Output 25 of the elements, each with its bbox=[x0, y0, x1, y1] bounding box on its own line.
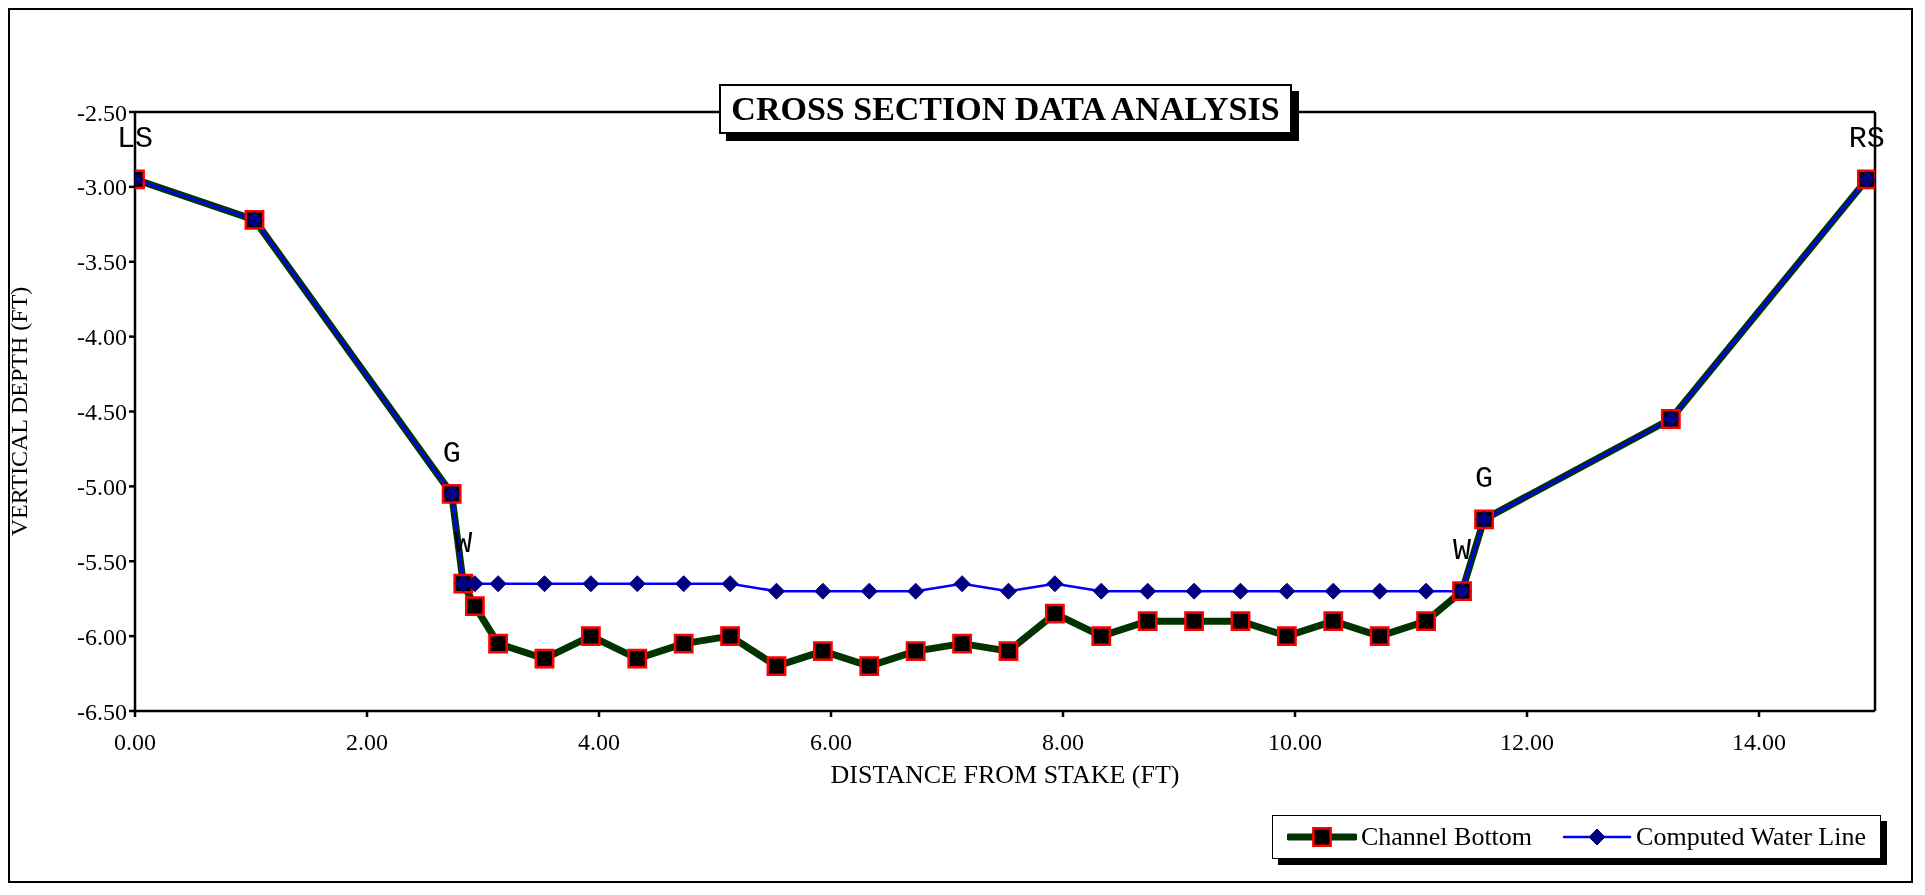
y-tick-label: -2.50 bbox=[77, 99, 127, 126]
y-tick-label: -3.00 bbox=[77, 174, 127, 201]
annotation: G bbox=[1475, 462, 1494, 497]
x-tick-label: 12.00 bbox=[1500, 729, 1554, 756]
y-tick-label: -4.50 bbox=[77, 399, 127, 426]
chart-title: CROSS SECTION DATA ANALYSIS bbox=[719, 84, 1292, 134]
x-tick-label: 6.00 bbox=[810, 729, 852, 756]
y-tick-label: -3.50 bbox=[77, 249, 127, 276]
x-tick-label: 14.00 bbox=[1732, 729, 1786, 756]
legend-label: Channel Bottom bbox=[1360, 822, 1533, 852]
y-tick-label: -6.50 bbox=[77, 698, 127, 725]
x-axis-title: DISTANCE FROM STAKE (FT) bbox=[830, 760, 1180, 789]
x-tick-label: 2.00 bbox=[346, 729, 388, 756]
y-tick-label: -4.00 bbox=[77, 324, 127, 351]
x-tick-label: 10.00 bbox=[1268, 729, 1322, 756]
annotation: G bbox=[442, 436, 461, 471]
legend-label: Computed Water Line bbox=[1636, 822, 1866, 852]
y-tick-label: -5.50 bbox=[77, 548, 127, 575]
x-tick-label: 8.00 bbox=[1042, 729, 1084, 756]
annotation: W bbox=[1453, 534, 1472, 569]
y-tick-label: -5.00 bbox=[77, 473, 127, 500]
y-axis-title: VERTICAL DEPTH (FT) bbox=[5, 286, 32, 537]
y-tick-label: -6.00 bbox=[77, 623, 127, 650]
x-tick-label: 4.00 bbox=[578, 729, 620, 756]
x-tick-label: 0.00 bbox=[114, 729, 156, 756]
